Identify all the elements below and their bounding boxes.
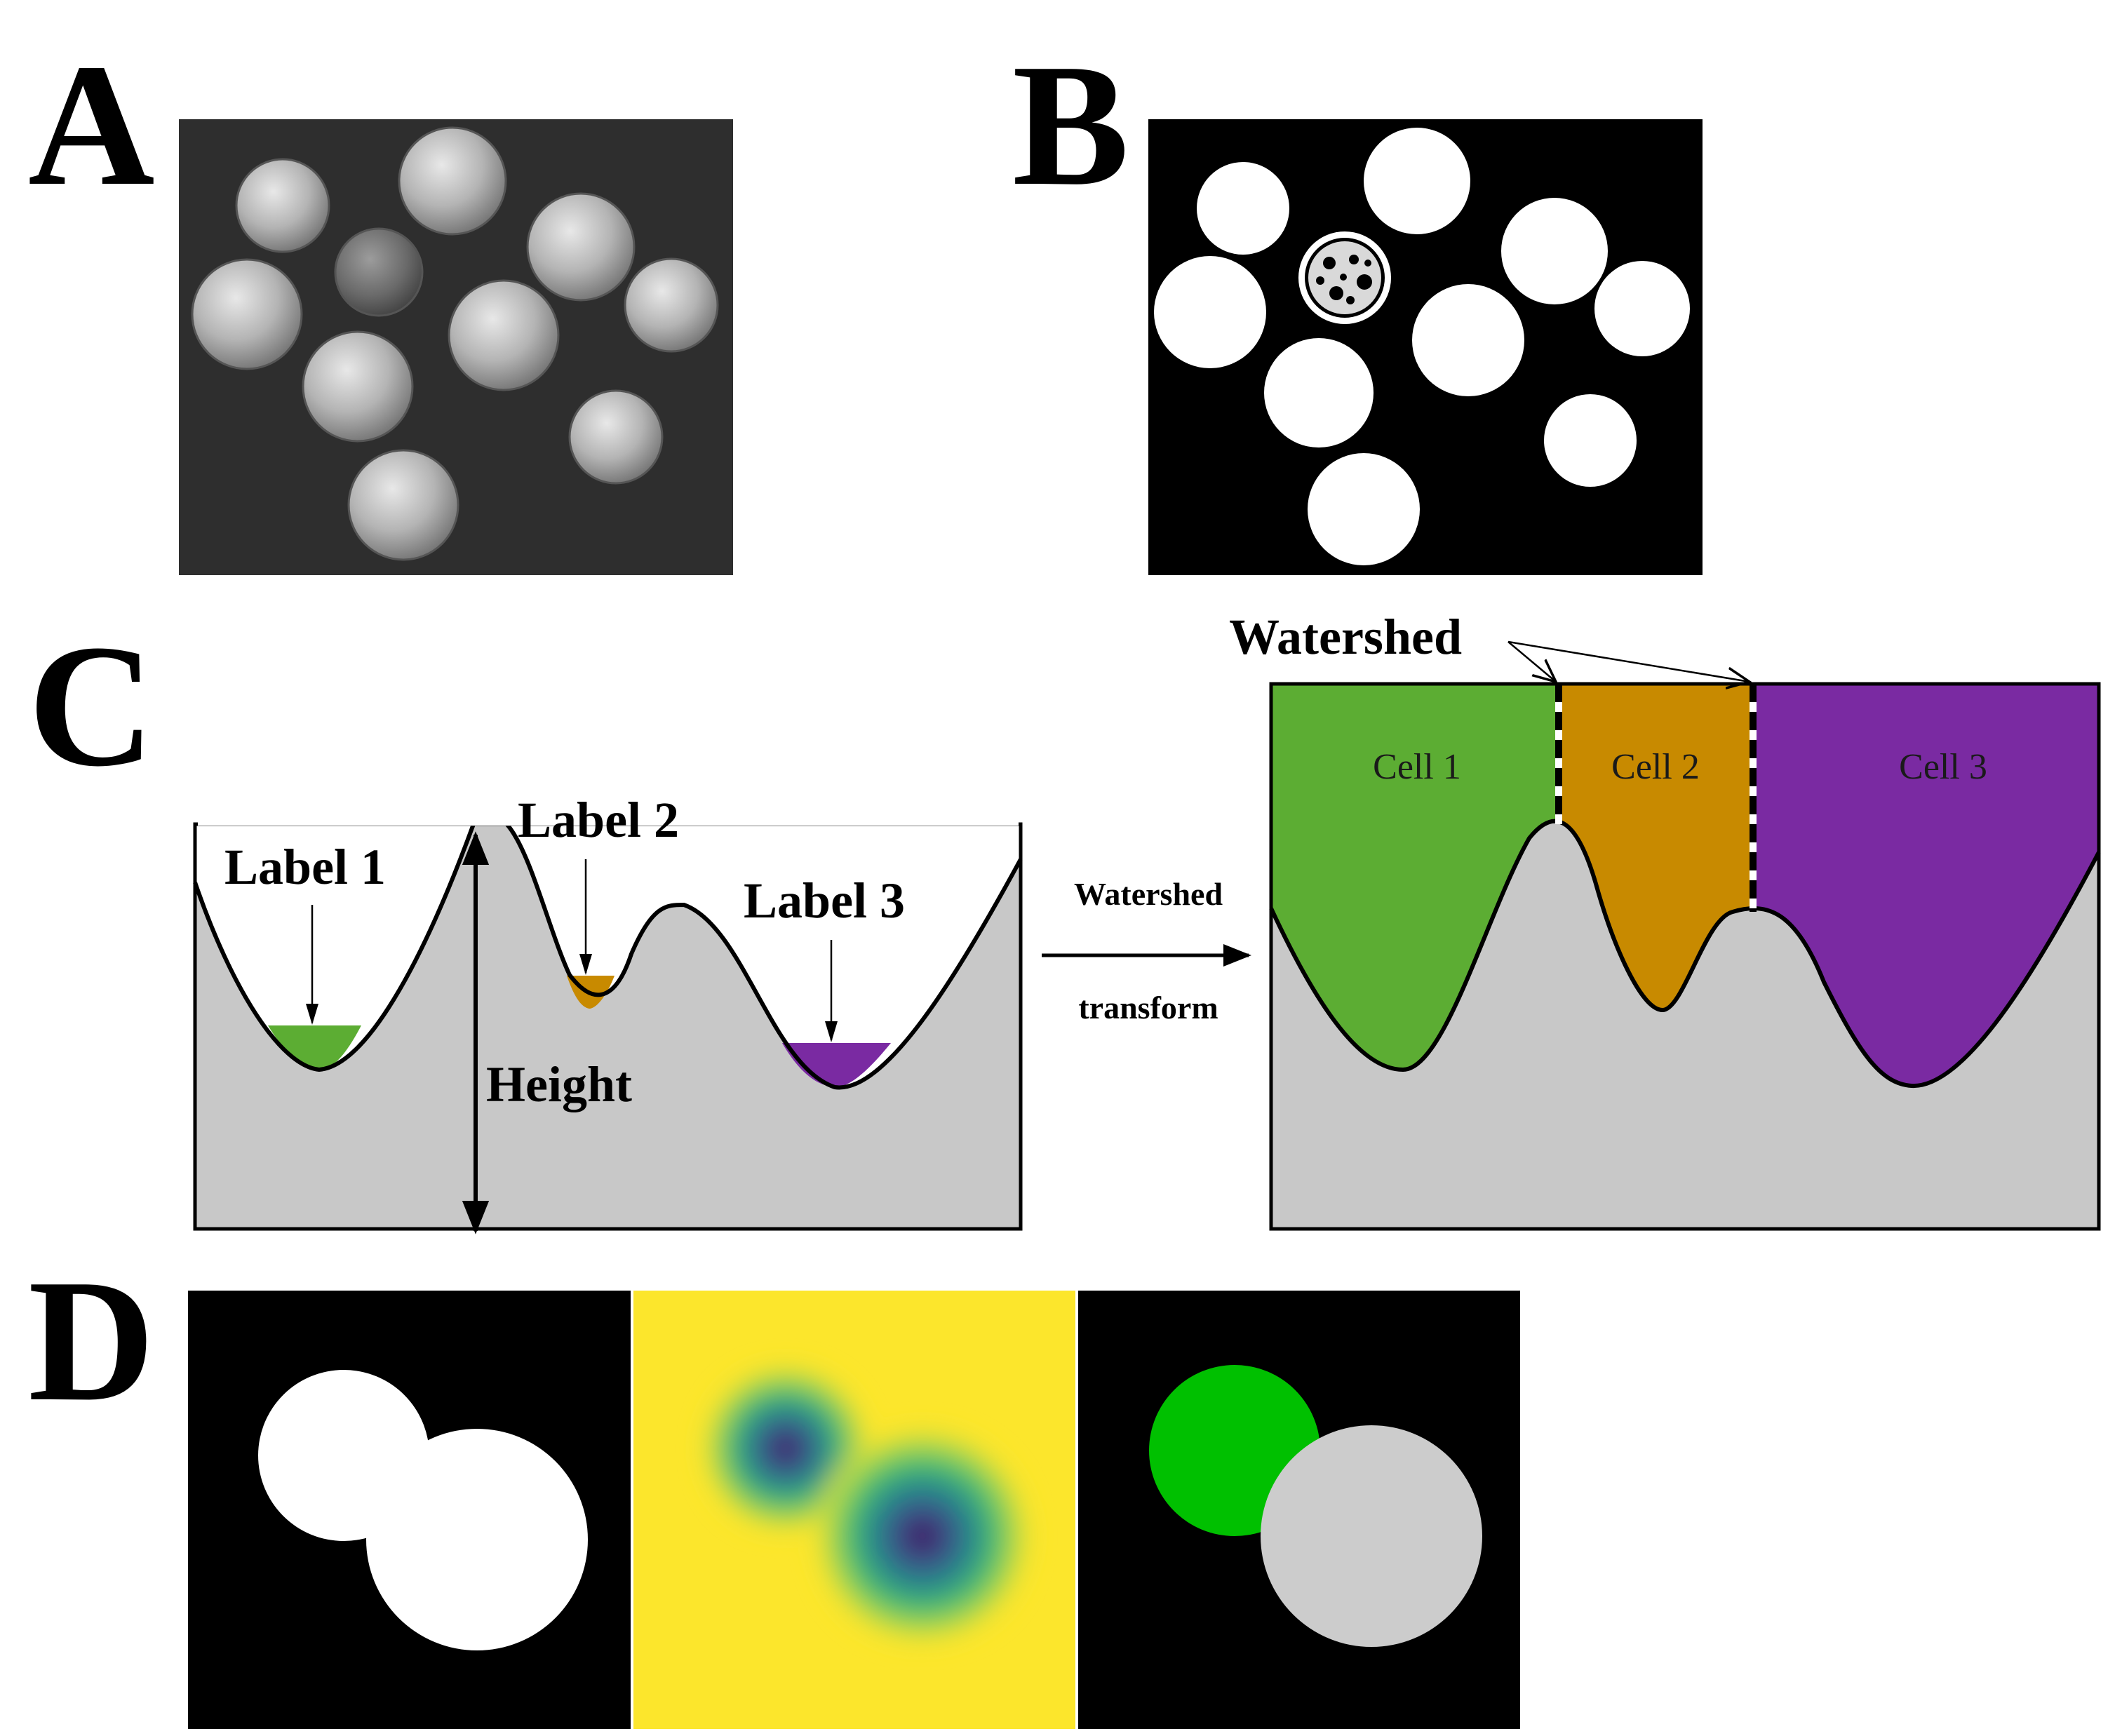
segmented-labels bbox=[1077, 1291, 1520, 1729]
binary-coin-speckled bbox=[1298, 231, 1391, 324]
coins-photo bbox=[191, 126, 719, 561]
coin bbox=[448, 279, 560, 391]
coin bbox=[526, 192, 636, 302]
binary-coin bbox=[1594, 261, 1690, 356]
binary-coin bbox=[1197, 162, 1289, 255]
watershed-pointer-2 bbox=[1507, 640, 1750, 682]
cell-3-label: Cell 3 bbox=[1899, 747, 1987, 787]
binary-coin bbox=[1264, 338, 1374, 448]
panel-c-letter: C bbox=[28, 609, 155, 803]
mask-circle-large bbox=[366, 1429, 588, 1650]
coin bbox=[334, 227, 424, 317]
coin bbox=[302, 330, 414, 443]
binary-coin bbox=[1308, 453, 1420, 565]
panel-c: C Height Label 1 Label 2 Label 3 bbox=[28, 609, 2101, 1234]
panel-a-letter: A bbox=[28, 28, 155, 222]
binary-coin bbox=[1544, 394, 1637, 487]
panel-d-letter: D bbox=[28, 1244, 155, 1438]
coin bbox=[568, 389, 664, 485]
binary-coin bbox=[1501, 198, 1608, 304]
coin bbox=[191, 258, 303, 370]
terrain-fill bbox=[195, 814, 1021, 1229]
binary-coin bbox=[1364, 128, 1470, 234]
cell-1-label: Cell 1 bbox=[1373, 747, 1461, 787]
label1-water bbox=[268, 1025, 361, 1070]
terrain-outline-right bbox=[1269, 819, 2101, 1089]
transform-arrow-group: Watershed transform bbox=[1042, 876, 1251, 1025]
transform-arrow-text-line2: transform bbox=[1078, 990, 1218, 1025]
segmented-diagram-right: Cell 1 Cell 2 Cell 3 Watershed bbox=[1229, 609, 2101, 1231]
cell-2-label: Cell 2 bbox=[1611, 747, 1700, 787]
watershed-pointer-1 bbox=[1507, 641, 1556, 682]
terrain-outline bbox=[193, 812, 1023, 1090]
panel-b: B bbox=[1012, 28, 1703, 575]
binary-coin bbox=[1412, 284, 1524, 396]
transform-arrow-text-line1: Watershed bbox=[1074, 876, 1223, 912]
label-3-text: Label 3 bbox=[744, 873, 905, 929]
terrain-diagram-left: Height Label 1 Label 2 Label 3 bbox=[193, 792, 1023, 1234]
label3-water bbox=[782, 1043, 891, 1087]
distance-transform bbox=[633, 1291, 1075, 1729]
coin bbox=[624, 257, 719, 353]
label-1-text: Label 1 bbox=[224, 839, 386, 895]
panel-d: D bbox=[28, 1244, 1520, 1729]
distance-blob-large bbox=[817, 1431, 1028, 1641]
coin bbox=[398, 126, 507, 236]
binary-coin bbox=[1154, 256, 1266, 368]
panel-a: A bbox=[28, 28, 733, 575]
height-label: Height bbox=[486, 1056, 632, 1112]
distance-blob-small bbox=[705, 1368, 866, 1529]
terrain-fill-right bbox=[1271, 821, 2099, 1229]
label-2-text: Label 2 bbox=[518, 792, 679, 848]
panel-b-letter: B bbox=[1012, 28, 1129, 222]
coin bbox=[347, 449, 459, 561]
segmented-frame bbox=[1269, 682, 2101, 1231]
binary-mask bbox=[1154, 128, 1690, 565]
segment-gray-circle bbox=[1261, 1425, 1482, 1647]
watershed-label: Watershed bbox=[1229, 609, 1462, 665]
overlap-binary-mask bbox=[188, 1291, 631, 1729]
coin bbox=[235, 158, 330, 253]
